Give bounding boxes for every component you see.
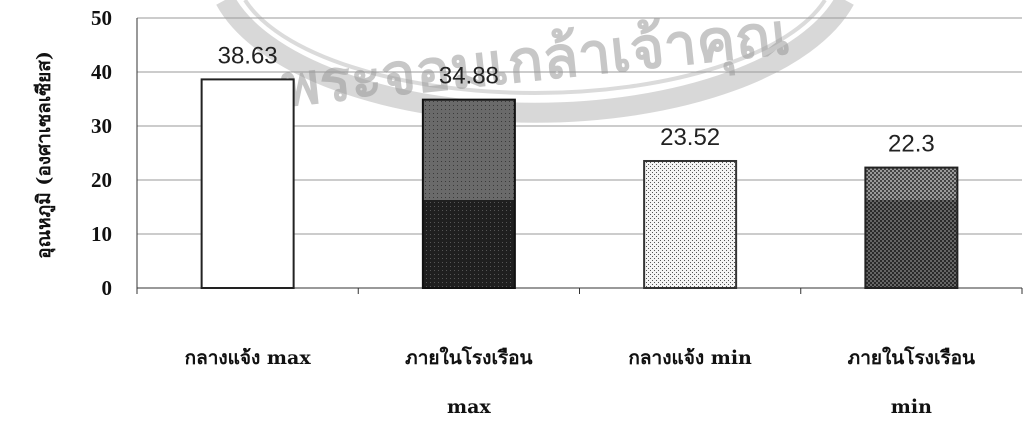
- watermark-seal: พระจอมเกล้าเจ้าคุณ: [216, 0, 854, 123]
- bar-fill-upper: [865, 167, 958, 200]
- x-category-label: ภายในโรงเรือน: [848, 346, 975, 369]
- bar: [864, 166, 959, 289]
- bar: [421, 98, 516, 290]
- y-tick-labels: 0 10 20 30 40 50: [91, 6, 112, 300]
- data-labels: 38.63 34.88 23.52 22.3: [218, 42, 935, 157]
- data-label: 23.52: [660, 124, 720, 151]
- bars: [200, 78, 959, 290]
- y-tick-label: 30: [91, 114, 112, 138]
- bar-fill-lower: [865, 199, 958, 288]
- x-category-labels: กลางแจ้ง max ภายในโรงเรือน max กลางแจ้ง min…: [185, 346, 976, 418]
- bar: [643, 159, 738, 290]
- data-label: 22.3: [888, 131, 935, 158]
- bar-fill: [643, 159, 738, 290]
- data-label: 38.63: [218, 42, 278, 69]
- x-category-label: กลางแจ้ง min: [628, 347, 752, 369]
- bar-fill: [200, 78, 295, 290]
- y-tick-label: 10: [91, 222, 112, 246]
- bar-outline: [864, 166, 959, 289]
- bar-fill-upper: [422, 99, 515, 200]
- y-axis-label: อุณหภูมิ (องศาเซลเซียส): [33, 51, 56, 259]
- y-tick-label: 40: [91, 60, 112, 84]
- x-category-label: min: [891, 396, 932, 418]
- y-tick-label: 50: [91, 6, 112, 30]
- y-tick-label: 20: [91, 168, 112, 192]
- bar-outline: [421, 98, 516, 290]
- x-category-label: ภายในโรงเรือน: [405, 346, 532, 369]
- x-category-label: max: [447, 396, 491, 418]
- data-label: 34.88: [439, 63, 499, 90]
- bar-fill-lower: [422, 199, 515, 288]
- bar: [200, 78, 295, 290]
- x-category-label: กลางแจ้ง max: [185, 347, 312, 369]
- y-tick-label: 0: [102, 276, 113, 300]
